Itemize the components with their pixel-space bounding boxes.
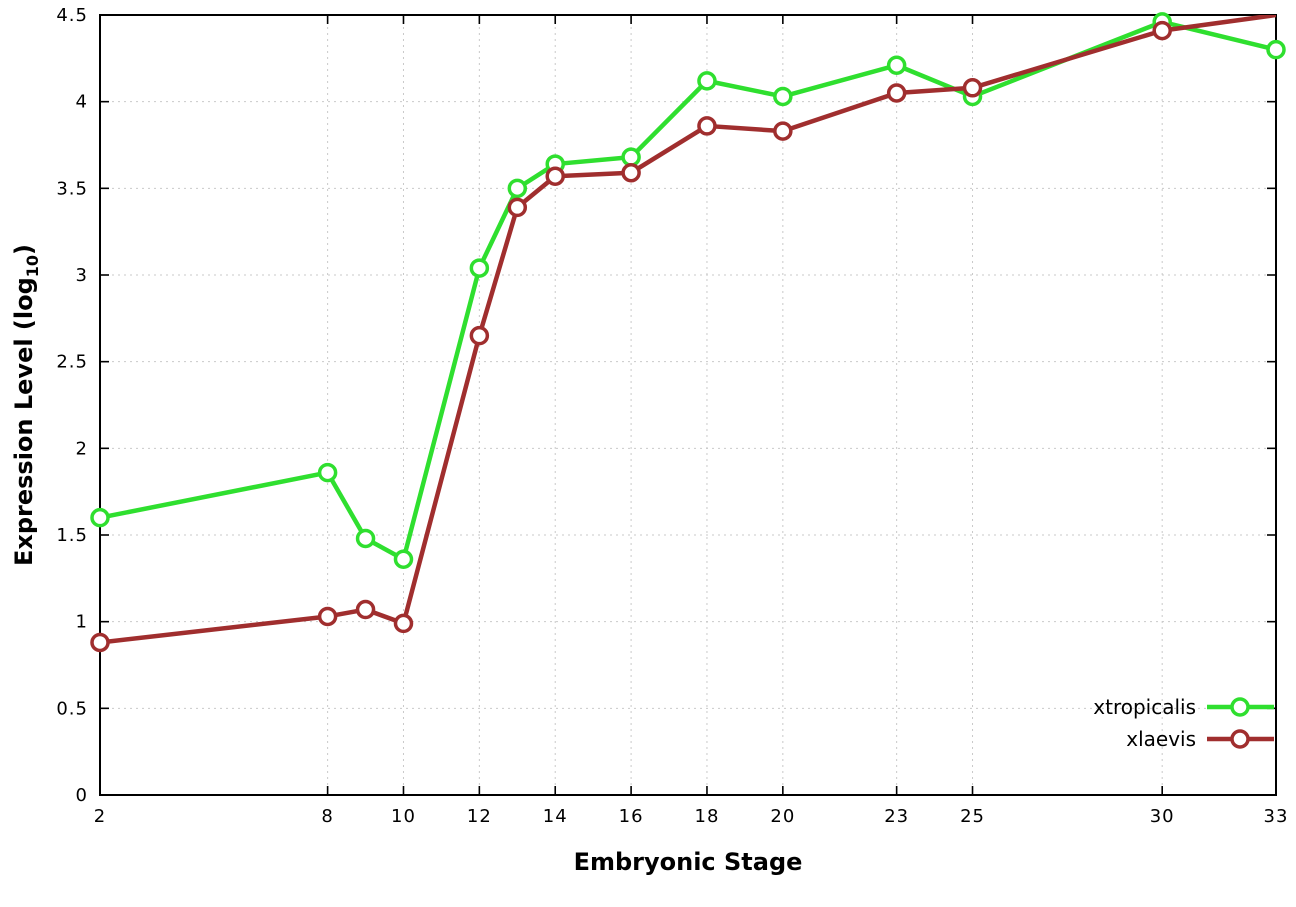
x-tick-label: 10 bbox=[391, 806, 416, 827]
legend-marker-sample bbox=[1230, 697, 1250, 717]
y-tick-label: 2 bbox=[76, 438, 88, 459]
tick-labels: 2 8 10 12 14 16 18 20 23 25 30 33 0 0.5 1 1.5 2 2.5 3 3.5 4 4… bbox=[56, 5, 1289, 827]
data-point-marker bbox=[773, 86, 793, 107]
x-tick-label: 16 bbox=[619, 806, 644, 827]
series-xlaevis bbox=[90, 15, 1276, 653]
data-point-marker bbox=[317, 606, 338, 627]
x-axis-title: Embryonic Stage bbox=[574, 848, 803, 876]
series-xtropicalis bbox=[90, 12, 1286, 570]
x-tick-label: 14 bbox=[543, 806, 568, 827]
legend-entry-xlaevis: xlaevis bbox=[1126, 727, 1274, 751]
plot-border bbox=[99, 14, 1277, 796]
x-tick-label: 30 bbox=[1150, 806, 1175, 827]
y-tick-label: 0 bbox=[76, 785, 88, 806]
legend-marker-sample bbox=[1230, 729, 1250, 749]
data-point-marker bbox=[90, 632, 110, 653]
x-tick-label: 2 bbox=[94, 806, 106, 827]
data-point-marker bbox=[1152, 20, 1172, 41]
y-tick-label: 1.5 bbox=[56, 525, 88, 546]
y-tick-label: 3.5 bbox=[56, 178, 88, 199]
x-tick-label: 23 bbox=[884, 806, 909, 827]
x-tick-label: 18 bbox=[695, 806, 720, 827]
data-point-marker bbox=[507, 197, 528, 218]
y-tick-label: 4 bbox=[76, 92, 88, 113]
x-tick-label: 25 bbox=[960, 806, 985, 827]
x-tick-label: 12 bbox=[467, 806, 492, 827]
y-tick-label: 4.5 bbox=[56, 5, 88, 26]
data-point-marker bbox=[697, 71, 717, 91]
data-point-marker bbox=[393, 549, 414, 570]
y-tick-label: 3 bbox=[76, 265, 88, 286]
data-point-marker bbox=[507, 178, 528, 199]
data-point-marker bbox=[355, 599, 376, 620]
data-point-marker bbox=[469, 325, 490, 346]
data-point-marker bbox=[393, 613, 414, 634]
data-point-marker bbox=[317, 462, 338, 483]
y-tick-label: 2.5 bbox=[56, 352, 88, 373]
data-point-marker bbox=[545, 166, 565, 186]
data-point-marker bbox=[886, 55, 907, 76]
data-point-marker bbox=[1266, 39, 1286, 60]
y-tick-label: 1 bbox=[76, 612, 88, 633]
x-tick-label: 8 bbox=[321, 806, 333, 827]
data-point-marker bbox=[886, 83, 907, 103]
y-tick-label: 0.5 bbox=[56, 698, 88, 719]
data-point-marker bbox=[773, 121, 793, 141]
data-point-marker bbox=[621, 162, 641, 183]
data-point-marker bbox=[697, 116, 717, 136]
legend-label: xlaevis bbox=[1126, 727, 1196, 751]
data-point-marker bbox=[962, 78, 983, 98]
legend: xtropicalis xlaevis bbox=[1093, 695, 1274, 751]
legend-entry-xtropicalis: xtropicalis bbox=[1093, 695, 1274, 719]
x-tick-label: 20 bbox=[770, 806, 795, 827]
data-point-marker bbox=[621, 147, 641, 167]
data-point-marker bbox=[469, 258, 490, 278]
data-point-marker bbox=[90, 507, 110, 528]
x-tick-label: 33 bbox=[1264, 806, 1289, 827]
data-point-marker bbox=[355, 528, 376, 549]
legend-label: xtropicalis bbox=[1093, 695, 1196, 719]
y-axis-title: Expression Level (log10) bbox=[10, 244, 42, 566]
